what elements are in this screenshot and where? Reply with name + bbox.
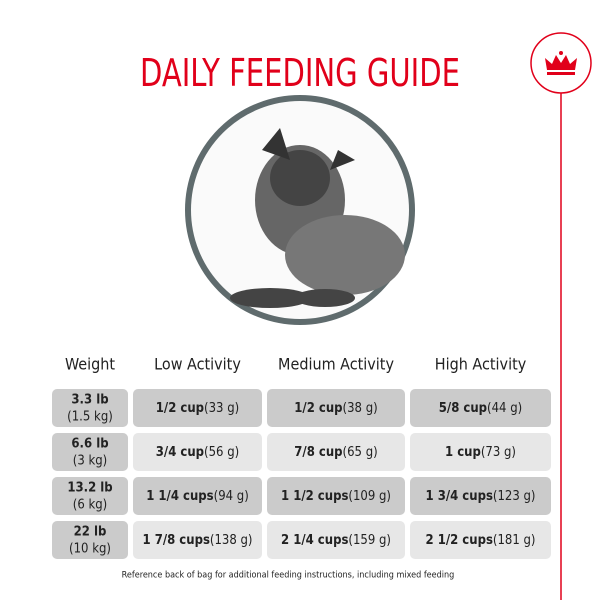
grams: (56 g) — [204, 445, 239, 460]
table-cell — [133, 521, 262, 559]
amount-cell: 1 3/4 cups(123 g) — [425, 489, 535, 504]
column-header: Medium Activity — [278, 355, 394, 374]
amount: 2 1/2 cups — [425, 533, 492, 548]
title: DAILY FEEDING GUIDE — [140, 51, 460, 95]
amount: 1 1/2 cups — [281, 489, 348, 504]
amount: 3/4 cup — [156, 445, 204, 460]
dog-photo — [230, 128, 405, 308]
column-header: High Activity — [435, 355, 527, 374]
table-cell — [133, 433, 262, 471]
amount: 1 1/4 cups — [146, 489, 213, 504]
weight-kg: (6 kg) — [73, 498, 107, 513]
table-cell — [52, 389, 128, 427]
column-header: Weight — [65, 355, 115, 374]
grams: (159 g) — [348, 533, 391, 548]
table-cell — [133, 389, 262, 427]
amount-cell: 1/2 cup(38 g) — [294, 401, 377, 416]
column-header: Low Activity — [154, 355, 241, 374]
amount-cell: 2 1/4 cups(159 g) — [281, 533, 391, 548]
grams: (44 g) — [487, 401, 522, 416]
grams: (73 g) — [481, 445, 516, 460]
amount-cell: 1 1/2 cups(109 g) — [281, 489, 391, 504]
table-cell — [52, 477, 128, 515]
weight-kg: (1.5 kg) — [67, 410, 113, 425]
table-cell — [267, 389, 405, 427]
grams: (65 g) — [343, 445, 378, 460]
weight-lb: 3.3 lb — [71, 393, 108, 408]
amount: 1/2 cup — [156, 401, 204, 416]
grams: (109 g) — [348, 489, 391, 504]
grams: (33 g) — [204, 401, 239, 416]
table-cell — [52, 433, 128, 471]
grams: (123 g) — [493, 489, 536, 504]
weight-lb: 6.6 lb — [71, 437, 108, 452]
table-cell — [410, 389, 551, 427]
table-cell — [410, 477, 551, 515]
weight-lb: 22 lb — [74, 525, 107, 540]
grams: (94 g) — [214, 489, 249, 504]
amount-cell: 1 7/8 cups(138 g) — [142, 533, 252, 548]
amount-cell: 2 1/2 cups(181 g) — [425, 533, 535, 548]
amount-cell: 1 1/4 cups(94 g) — [146, 489, 249, 504]
table-cell — [267, 433, 405, 471]
amount: 1 3/4 cups — [425, 489, 492, 504]
amount: 5/8 cup — [439, 401, 487, 416]
amount: 1 cup — [445, 445, 481, 460]
amount: 1 7/8 cups — [142, 533, 209, 548]
amount-cell: 1 cup(73 g) — [445, 445, 516, 460]
weight-kg: (3 kg) — [73, 454, 107, 469]
footnote: Reference back of bag for additional fee… — [122, 571, 455, 581]
table-cell — [410, 433, 551, 471]
amount-cell: 3/4 cup(56 g) — [156, 445, 239, 460]
table-cell — [52, 521, 128, 559]
grams: (138 g) — [210, 533, 253, 548]
amount-cell: 5/8 cup(44 g) — [439, 401, 522, 416]
table-cell — [133, 477, 262, 515]
grams: (181 g) — [493, 533, 536, 548]
amount-cell: 7/8 cup(65 g) — [294, 445, 377, 460]
grams: (38 g) — [343, 401, 378, 416]
crown-icon — [545, 51, 577, 75]
amount-cell: 1/2 cup(33 g) — [156, 401, 239, 416]
weight-kg: (10 kg) — [69, 542, 111, 557]
weight-lb: 13.2 lb — [67, 481, 112, 496]
table-cell — [267, 477, 405, 515]
table-cell — [267, 521, 405, 559]
amount: 7/8 cup — [294, 445, 342, 460]
table-cell — [410, 521, 551, 559]
amount: 1/2 cup — [294, 401, 342, 416]
feeding-table: Weight Low Activity Medium Activity High Ac… — [52, 355, 551, 559]
amount: 2 1/4 cups — [281, 533, 348, 548]
